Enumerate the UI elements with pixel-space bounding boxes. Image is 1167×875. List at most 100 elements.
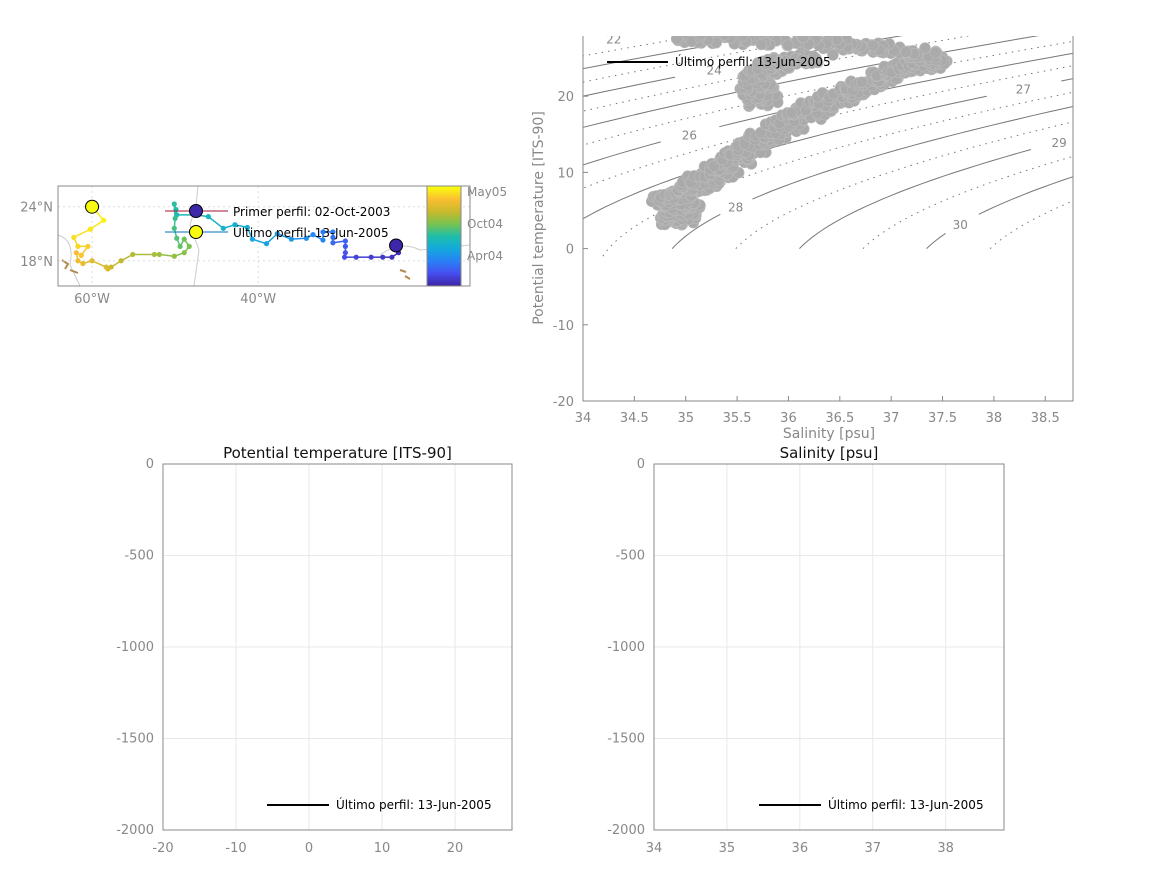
track-segment [207, 216, 224, 229]
contour-label: 29 [1051, 136, 1066, 150]
ts-data-point [795, 54, 808, 66]
ts-data-point [785, 107, 798, 119]
track-point [205, 214, 211, 220]
colorbar-swatch [427, 192, 461, 195]
ts-data-point [929, 46, 942, 59]
track-point [310, 232, 316, 238]
track-point [249, 236, 255, 242]
colorbar-swatch [427, 252, 461, 255]
contour-label: 26 [682, 128, 697, 142]
track-point [101, 217, 107, 223]
colorbar-swatch [427, 274, 461, 277]
colorbar-tick-label: May05 [467, 185, 507, 199]
colorbar-swatch [427, 250, 461, 253]
colorbar-swatch [427, 224, 461, 227]
ytick-label: -2000 [116, 823, 154, 838]
density-contour-half [583, 40, 1073, 146]
colorbar-swatch [427, 272, 461, 275]
track-point [342, 238, 349, 244]
xtick-label: 20 [447, 841, 464, 856]
density-contour [799, 149, 1032, 249]
colorbar-swatch [427, 280, 461, 283]
ytick-label: 0 [146, 457, 154, 472]
track-point [380, 254, 386, 260]
ts-ytick-label: -10 [553, 319, 574, 334]
map-legend-marker [189, 204, 203, 218]
track-segment [89, 219, 105, 230]
map-background [58, 186, 470, 286]
ts-data-point [782, 39, 794, 52]
density-contour [583, 36, 1040, 128]
colorbar-swatch [427, 232, 461, 235]
ts-data-point [900, 46, 912, 58]
colorbar-swatch [427, 264, 461, 267]
track-point [389, 254, 395, 260]
density-contour-half [602, 91, 1073, 257]
ts-xtick-label: 38.5 [1031, 411, 1060, 426]
colorbar-swatch [427, 218, 461, 221]
ytick-label: -2000 [607, 823, 645, 838]
colorbar-swatch [427, 214, 461, 217]
xtick-label: 35 [719, 841, 736, 856]
track-point [186, 243, 192, 249]
ytick-label: -500 [615, 549, 645, 564]
colorbar-tick-label: Oct04 [467, 217, 503, 231]
colorbar-swatch [427, 204, 461, 207]
colorbar-tick-label: Apr04 [467, 249, 503, 263]
colorbar-swatch [427, 186, 461, 189]
colorbar-swatch [427, 216, 461, 219]
map-ytick-label: 18°N [20, 255, 53, 270]
colorbar-swatch [427, 254, 461, 257]
density-contour [926, 176, 1073, 249]
map-xtick-label: 60°W [74, 292, 110, 307]
ts-plot-area: 2223242627282930 [583, 36, 1073, 257]
track-point [181, 250, 187, 256]
xtick-label: -10 [225, 841, 246, 856]
track-point [87, 226, 93, 232]
colorbar-swatch [427, 208, 461, 211]
ts-xtick-label: 37 [883, 411, 900, 426]
colorbar-swatch [427, 210, 461, 213]
colorbar-swatch [427, 202, 461, 205]
xtick-label: 0 [305, 841, 313, 856]
contour-label: 30 [953, 218, 968, 232]
colorbar-swatch [427, 258, 461, 261]
ts-xtick-label: 35.5 [723, 411, 752, 426]
ytick-label: -1500 [116, 732, 154, 747]
legend-label: Último perfil: 13-Jun-2005 [828, 797, 984, 812]
land-islands [61, 259, 411, 280]
colorbar-swatch [427, 198, 461, 201]
density-contour [671, 106, 1073, 249]
contour-label: 28 [728, 201, 743, 215]
xtick-label: -20 [152, 841, 173, 856]
map-xtick-label: 40°W [240, 292, 276, 307]
axes-box [653, 463, 1005, 831]
colorbar-swatch [427, 270, 461, 273]
ts-data-point [670, 36, 683, 45]
colorbar-swatch [427, 188, 461, 191]
colorbar-swatch [427, 266, 461, 269]
contour-label: 24 [707, 64, 722, 78]
ts-axes: 2223242627282930Último perfil: 13-Jun-20… [531, 36, 1074, 442]
temperature-profile-axes: -20 -10 0 10 20 0 -500 -1000 -1500 -2000 Potential… [116, 444, 513, 856]
track-point [171, 225, 177, 231]
xtick-label: 10 [374, 841, 391, 856]
ts-data-point [695, 36, 707, 41]
ts-data-point [797, 36, 810, 44]
colorbar-swatch [427, 228, 461, 231]
track-point [75, 243, 81, 249]
colorbar-swatch [427, 236, 461, 239]
ts-ytick-label: 0 [566, 243, 574, 258]
last-profile-marker [85, 199, 100, 214]
colorbar-swatch [427, 196, 461, 199]
track-point [118, 258, 124, 264]
track-point [330, 229, 336, 235]
track-point [263, 241, 270, 247]
ts-legend-label: Último perfil: 13-Jun-2005 [675, 54, 831, 69]
track-point [78, 252, 84, 258]
track-point [353, 254, 359, 260]
track-point [288, 236, 295, 242]
track-point [330, 234, 336, 240]
